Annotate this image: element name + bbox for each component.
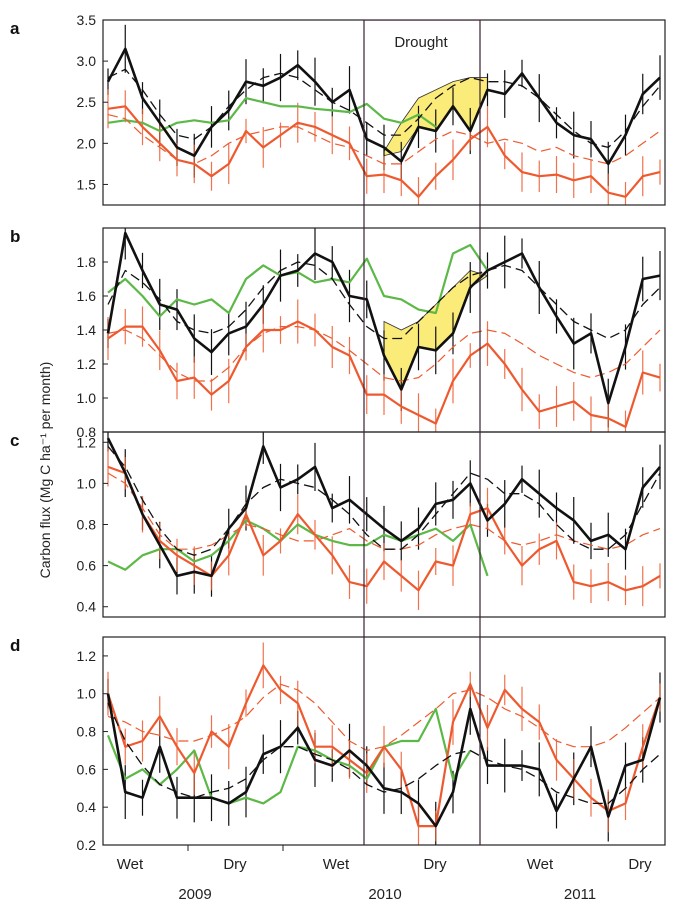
y-tick-label: 0.2 [77, 837, 97, 853]
y-tick-label: 2.5 [77, 94, 97, 110]
season-label: Dry [223, 856, 247, 873]
y-tick-label: 1.8 [77, 254, 97, 270]
year-label: 2011 [564, 886, 596, 903]
annotations: Carbon flux (Mg C ha⁻¹ per month) Drough… [37, 34, 652, 903]
series-line-green-solid [107, 243, 489, 318]
y-tick-label: 1.4 [77, 322, 97, 338]
series-line-green-solid [107, 97, 437, 133]
panel-letter-d: d [10, 636, 20, 655]
y-tick-label: 3.0 [77, 53, 97, 69]
series-line-red-solid [107, 105, 661, 198]
panel-frame-d [102, 636, 666, 846]
series-line-black-solid [106, 437, 661, 578]
season-label: Dry [423, 856, 447, 873]
series-group-d [106, 642, 662, 845]
y-tick-label: 1.2 [77, 434, 97, 450]
season-label: Wet [323, 856, 350, 873]
panel-letter-a: a [10, 19, 20, 38]
y-tick-label: 0.4 [77, 799, 97, 815]
y-tick-label: 0.6 [77, 558, 97, 574]
drought-label: Drought [394, 34, 448, 51]
series-line-red-solid [106, 664, 662, 828]
year-label: 2010 [368, 886, 401, 903]
y-tick-label: 0.6 [77, 761, 97, 777]
season-labels: Wet Dry Wet Dry Wet Dry [117, 856, 652, 873]
y-tick-label: 1.6 [77, 288, 97, 304]
season-label: Wet [117, 856, 144, 873]
series-group-b [106, 228, 661, 432]
y-tick-label: 1.5 [77, 176, 97, 192]
year-label: 2009 [178, 886, 211, 903]
series-line-black-solid [106, 693, 662, 828]
y-tick-label: 1.0 [77, 390, 97, 406]
y-tick-label: 0.8 [77, 724, 97, 740]
y-tick-label: 1.2 [77, 648, 97, 664]
series-line-green-solid [106, 707, 472, 805]
y-tick-label: 2.0 [77, 135, 97, 151]
y-axis-label: Carbon flux (Mg C ha⁻¹ per month) [37, 362, 53, 579]
panels: a 3.5 3.0 2.5 2.0 1.5 b 1.8 1.6 1.4 1.2 1.0 0.8 c 1.2 1… [10, 12, 666, 853]
panel-a: a 3.5 3.0 2.5 2.0 1.5 [10, 12, 666, 206]
series-line-black-dashed [107, 261, 661, 340]
season-label: Wet [527, 856, 554, 873]
panel-d: d 1.2 1.0 0.8 0.6 0.4 0.2 [10, 636, 666, 853]
series-group-c [106, 432, 661, 610]
panel-letter-c: c [10, 431, 19, 450]
series-line-black-solid [106, 231, 661, 405]
y-tick-label: 1.2 [77, 356, 97, 372]
y-tick-label: 3.5 [77, 12, 97, 28]
series-line-red-dashed [107, 114, 661, 165]
season-label: Dry [628, 856, 652, 873]
series-line-black-dashed [107, 68, 661, 149]
series-line-red-solid [107, 320, 661, 428]
y-tick-label: 0.8 [77, 424, 97, 440]
series-group-a [106, 24, 661, 205]
series-line-black-solid [106, 47, 661, 166]
panel-letter-b: b [10, 227, 20, 246]
series-line-red-dashed [107, 326, 661, 382]
year-labels: 2009 2010 2011 [178, 886, 596, 903]
y-tick-label: 0.4 [77, 599, 97, 615]
y-tick-label: 0.8 [77, 517, 97, 533]
panel-c: c 1.2 1.0 0.8 0.6 0.4 [10, 431, 666, 618]
y-tick-label: 1.0 [77, 686, 97, 702]
series-line-black-dashed [107, 445, 661, 556]
series-line-red-solid [107, 465, 661, 592]
y-tick-label: 1.0 [77, 475, 97, 491]
series-line-black-dashed [107, 702, 661, 805]
series-line-red-dashed [107, 472, 661, 550]
panel-b: b 1.8 1.6 1.4 1.2 1.0 0.8 [10, 227, 666, 440]
